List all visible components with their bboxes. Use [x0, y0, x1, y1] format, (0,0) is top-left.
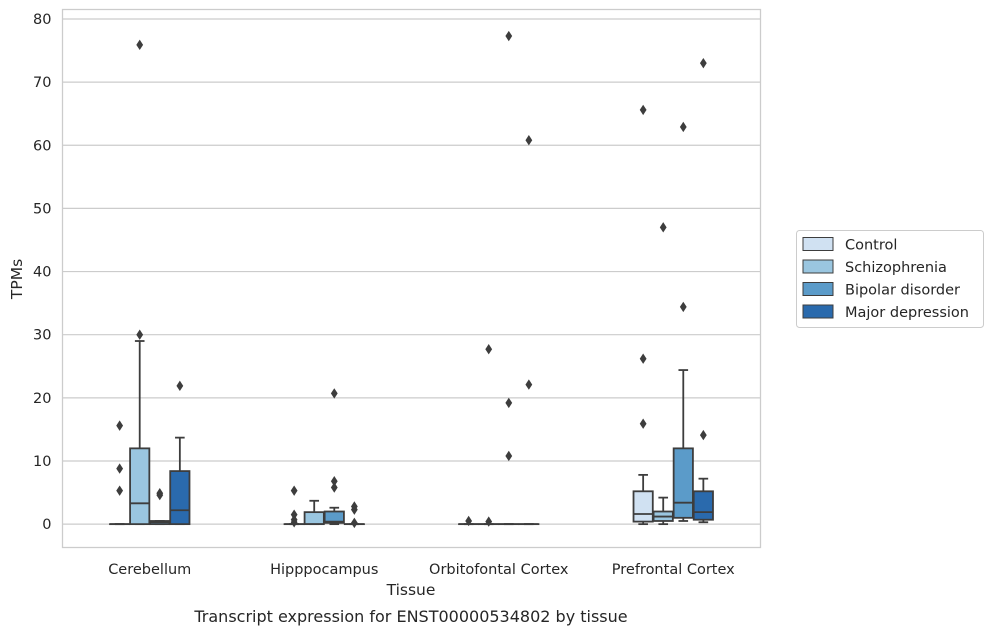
legend-label: Bipolar disorder [845, 283, 960, 299]
outlier-point [176, 380, 184, 392]
outlier-point [505, 450, 513, 462]
outlier-point [525, 379, 533, 390]
gridlines [62, 18, 761, 525]
y-tick-label: 10 [33, 454, 51, 470]
x-tick-label: Prefrontal Cortex [612, 562, 735, 578]
outlier-point [639, 418, 647, 429]
box [692, 490, 714, 521]
x-tick-label: Orbitofontal Cortex [429, 562, 569, 578]
outlier-point [350, 501, 358, 512]
box [169, 470, 191, 526]
x-tick-label: Cerebellum [108, 562, 191, 578]
box-plot [129, 39, 151, 526]
series-bipolar-disorder [149, 30, 694, 526]
y-tick-label: 0 [42, 517, 51, 533]
outlier-point [136, 329, 144, 340]
box-plot [343, 501, 365, 529]
legend-frame [796, 230, 984, 328]
outlier-point [639, 104, 647, 116]
y-tick-label: 30 [33, 328, 51, 344]
legend: Control Schizophrenia Bipolar disorder Majo… [796, 230, 984, 328]
outlier-point [330, 482, 338, 493]
chart-caption: Transcript expression for ENST0000053480… [193, 607, 627, 626]
outlier-point [505, 30, 513, 42]
box-plot [692, 57, 714, 524]
box-plot [518, 135, 540, 526]
x-tick-label: Hipppocampus [270, 562, 378, 578]
legend-swatch [802, 304, 834, 319]
box-plot [283, 485, 305, 528]
box-plot [498, 30, 520, 526]
box [323, 510, 345, 524]
legend-label: Major depression [845, 305, 969, 321]
box [303, 511, 325, 526]
outlier-point [290, 509, 298, 520]
y-tick-label: 50 [33, 201, 51, 217]
outlier-point [116, 463, 124, 474]
legend-swatch [802, 259, 834, 274]
outlier-point [330, 475, 338, 487]
legend-label: Control [845, 238, 897, 254]
box-plot [672, 121, 694, 522]
outlier-point [116, 420, 124, 431]
outlier-point [136, 39, 144, 51]
box [672, 447, 694, 519]
outlier-point [485, 516, 493, 527]
outlier-point [156, 487, 164, 499]
legend-swatch [802, 282, 834, 296]
outlier-point [485, 344, 493, 355]
outlier-point [639, 353, 647, 364]
box-plot [652, 222, 674, 526]
x-tick-labels: Cerebellum Hipppocampus Orbitofontal Corte… [108, 562, 735, 578]
legend-label: Schizophrenia [845, 260, 947, 276]
box [632, 490, 654, 523]
box-series [109, 30, 714, 529]
outlier-point [699, 429, 707, 441]
series-major-depression [169, 57, 714, 529]
box [129, 447, 151, 526]
box-plot [632, 104, 654, 526]
box-plot [458, 515, 480, 527]
series-control [109, 104, 654, 528]
outlier-point [465, 515, 473, 527]
y-tick-labels: 0 10 20 30 40 50 60 70 80 [33, 12, 51, 533]
y-tick-label: 60 [33, 138, 51, 154]
outlier-point [679, 301, 687, 313]
series-schizophrenia [129, 39, 674, 527]
x-axis-label: Tissue [386, 581, 436, 599]
box-plot [323, 388, 345, 526]
plot-frame [61, 8, 762, 549]
y-tick-label: 70 [33, 75, 51, 91]
outlier-point [350, 517, 358, 529]
y-tick-label: 80 [33, 12, 51, 28]
outlier-point [116, 485, 124, 496]
outlier-point [699, 57, 707, 69]
outlier-point [330, 388, 338, 399]
outlier-point [290, 485, 298, 496]
box-plot [478, 344, 500, 527]
legend-swatch [802, 237, 834, 251]
outlier-point [659, 222, 667, 233]
box-plot [303, 499, 325, 526]
y-tick-label: 40 [33, 265, 51, 281]
outlier-point [525, 135, 533, 146]
y-tick-label: 20 [33, 391, 51, 407]
box-plot [149, 487, 171, 526]
outlier-point [679, 121, 687, 133]
box-plot [169, 380, 191, 526]
box-plot [109, 420, 131, 526]
outlier-point [505, 397, 513, 409]
y-axis-label: TPMs [8, 259, 26, 300]
